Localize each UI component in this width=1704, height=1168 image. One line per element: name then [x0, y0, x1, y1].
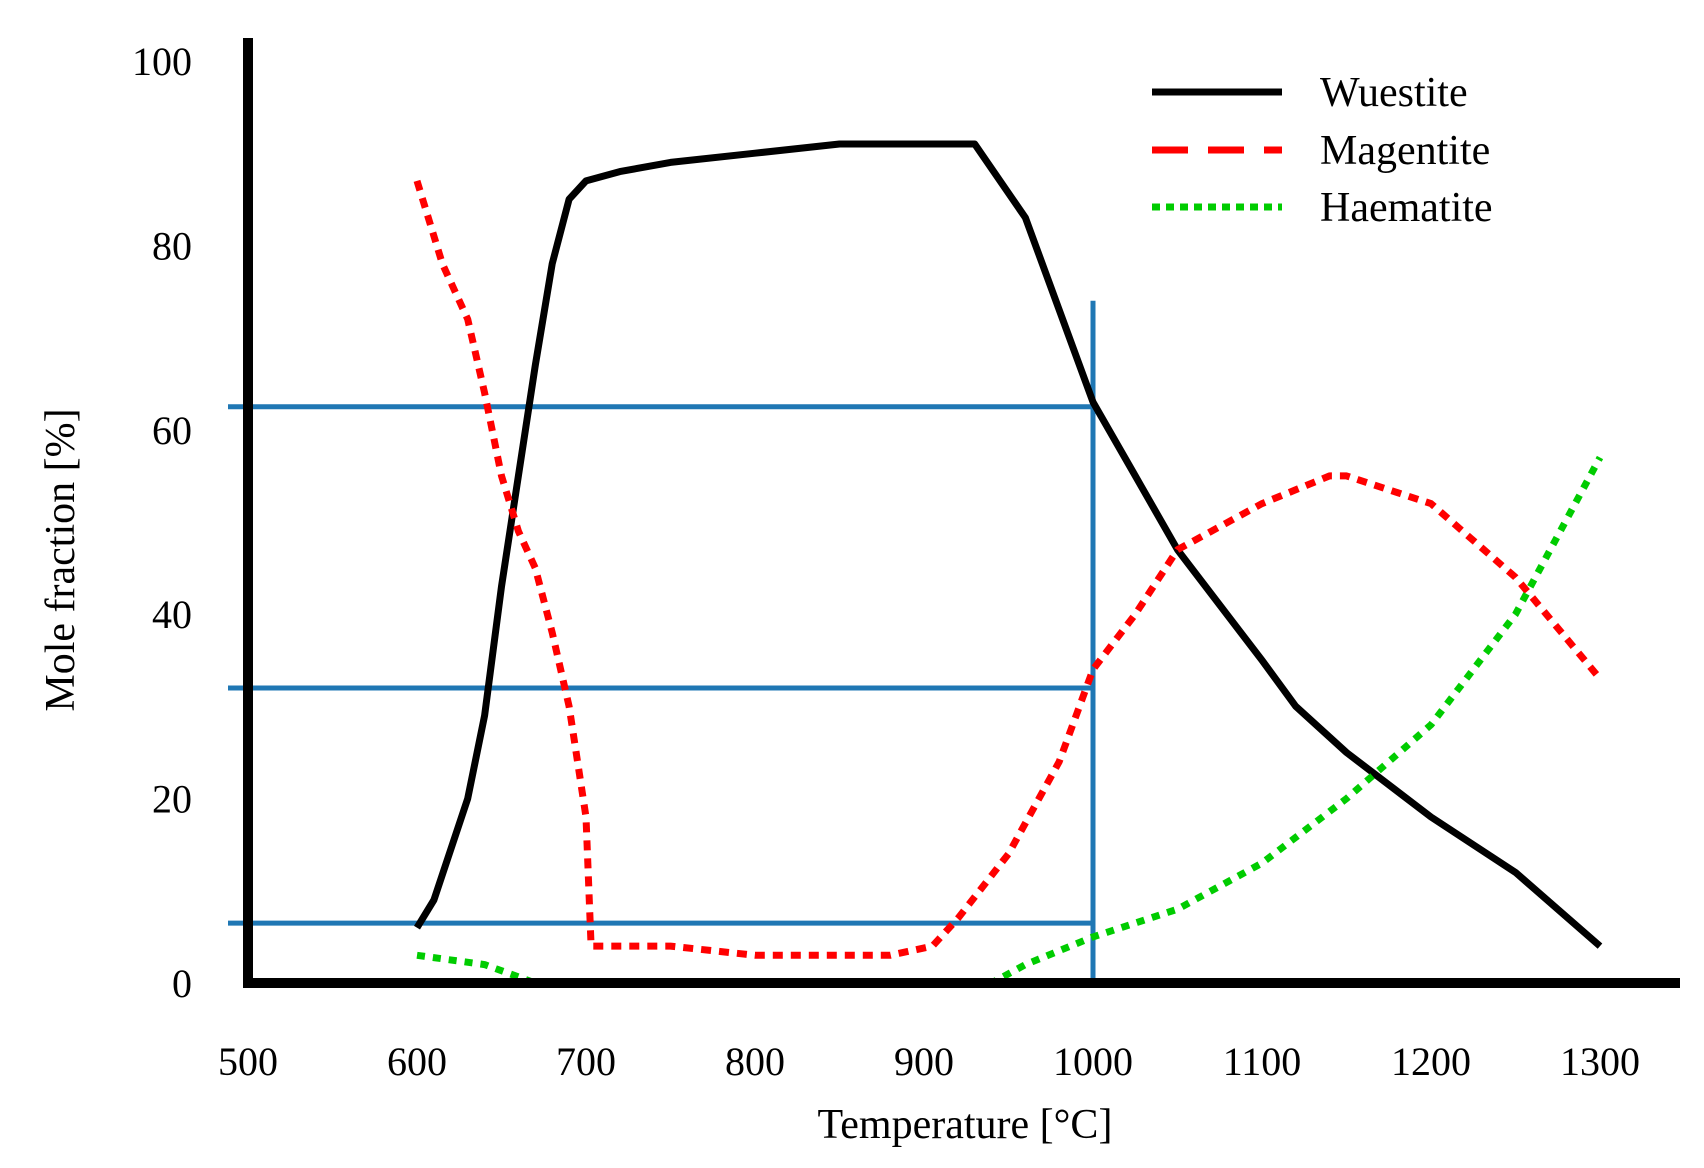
y-tick-label-40: 40 [152, 592, 192, 637]
x-tick-label-500: 500 [218, 1039, 278, 1084]
x-tick-label-700: 700 [556, 1039, 616, 1084]
y-axis-title: Mole fraction [%] [38, 408, 84, 711]
x-tick-label-1200: 1200 [1391, 1039, 1471, 1084]
y-tick-label-80: 80 [152, 223, 192, 268]
x-tick-label-600: 600 [387, 1039, 447, 1084]
legend-label-magentite: Magentite [1320, 128, 1490, 174]
y-tick-label-100: 100 [132, 39, 192, 84]
x-tick-label-800: 800 [725, 1039, 785, 1084]
x-tick-label-1000: 1000 [1053, 1039, 1133, 1084]
x-tick-label-1300: 1300 [1560, 1039, 1640, 1084]
series-line-haematite [416, 455, 1604, 987]
y-tick-label-60: 60 [152, 408, 192, 453]
y-tick-label-0: 0 [172, 961, 192, 1006]
x-axis-title: Temperature [°C] [818, 1102, 1113, 1148]
series-line-wuestite [414, 140, 1603, 949]
x-tick-label-1100: 1100 [1223, 1039, 1302, 1084]
legend-label-wuestite: Wuestite [1320, 70, 1468, 116]
legend-label-haematite: Haematite [1320, 185, 1493, 231]
y-tick-label-20: 20 [152, 777, 192, 822]
x-tick-label-900: 900 [894, 1039, 954, 1084]
series-line-magentite [413, 179, 1603, 959]
